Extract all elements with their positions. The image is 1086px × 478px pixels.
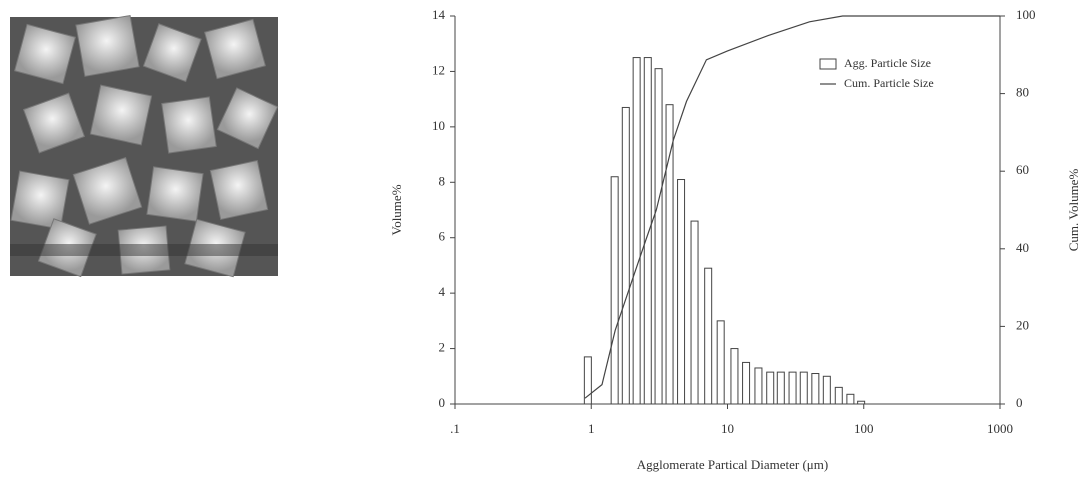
x-tick-label: 1000 [987,421,1013,436]
bar [799,371,808,405]
bar [766,371,775,405]
bar [857,400,866,405]
y2-tick-label: 40 [1016,240,1029,255]
bar [754,367,763,405]
y2-tick-label: 60 [1016,162,1029,177]
bar [822,375,831,405]
y-tick-label: 6 [439,229,446,244]
x-tick-label: 1 [588,421,595,436]
y-tick-label: 8 [439,173,446,188]
bar [788,371,797,405]
y-tick-label: 2 [439,340,446,355]
legend-label: Agg. Particle Size [844,56,931,70]
bar [583,356,592,405]
legend-label: Cum. Particle Size [844,76,934,90]
bar [665,104,674,405]
bar [834,386,843,405]
x-tick-label: 10 [721,421,734,436]
bar [730,348,739,405]
y2-axis-label: Cum. Volume% [1066,169,1081,252]
bar [621,106,630,405]
y2-tick-label: 20 [1016,317,1029,332]
cumulative-line [584,15,1000,399]
y-tick-label: 4 [439,284,446,299]
y2-tick-label: 80 [1016,85,1029,100]
bar [704,267,713,405]
bar [811,373,820,405]
bar [677,179,686,405]
y2-tick-label: 0 [1016,395,1023,410]
x-tick-label: .1 [450,421,460,436]
y2-tick-label: 100 [1016,7,1036,22]
bar [643,57,652,405]
bar [846,393,855,405]
legend-swatch [819,58,837,70]
bar [690,220,699,405]
y-axis-label: Volume% [389,184,404,235]
bar [716,320,725,405]
y-tick-label: 0 [439,395,446,410]
y-tick-label: 10 [432,118,445,133]
y-tick-label: 14 [432,7,446,22]
bar [610,176,619,405]
x-axis-label: Agglomerate Partical Diameter (μm) [637,457,828,472]
bar [742,361,751,405]
bar [776,371,785,405]
bar [632,57,641,405]
sem-image [10,14,279,278]
plot: 0 2 4 6 8 10 12 14 0 20 40 60 80 100 .1 1 10 100 1000 Agglo… [389,7,1081,472]
y-tick-label: 12 [432,62,445,77]
x-tick-label: 100 [854,421,874,436]
bar [654,68,663,405]
